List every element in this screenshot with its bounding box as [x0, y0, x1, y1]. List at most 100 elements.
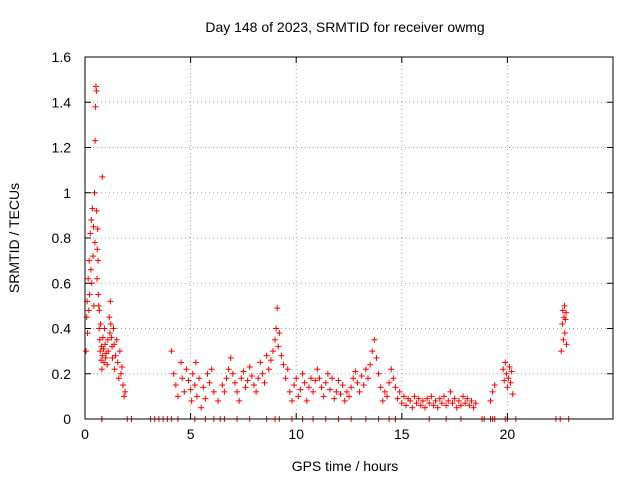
data-point — [559, 320, 566, 327]
data-point — [295, 393, 302, 400]
data-point — [284, 366, 291, 373]
data-point — [202, 395, 209, 402]
data-point — [470, 404, 477, 411]
data-point — [354, 379, 361, 386]
data-point — [95, 302, 102, 309]
data-point — [297, 386, 304, 393]
data-point — [507, 379, 514, 386]
data-point — [358, 373, 365, 380]
data-point — [341, 397, 348, 404]
data-point — [91, 189, 98, 196]
axis-ticks — [84, 56, 613, 420]
data-point — [436, 395, 443, 402]
data-point — [350, 375, 357, 382]
data-point — [117, 370, 124, 377]
data-point — [466, 402, 473, 409]
data-point — [400, 393, 407, 400]
data-point — [181, 388, 188, 395]
data-point — [472, 400, 479, 407]
data-point — [430, 402, 437, 409]
data-point — [312, 377, 319, 384]
grid — [85, 57, 613, 419]
data-point — [219, 382, 226, 389]
data-point — [449, 400, 456, 407]
data-point — [413, 400, 420, 407]
data-point — [339, 382, 346, 389]
data-point — [116, 348, 123, 355]
data-point — [97, 320, 104, 327]
data-point — [432, 397, 439, 404]
data-point — [96, 336, 103, 343]
data-point — [419, 397, 426, 404]
data-point — [375, 370, 382, 377]
data-point — [231, 379, 238, 386]
data-point — [221, 388, 228, 395]
data-point — [113, 336, 120, 343]
data-point — [411, 393, 418, 400]
data-point — [111, 341, 118, 348]
data-point — [229, 370, 236, 377]
data-point — [329, 375, 336, 382]
data-point — [379, 397, 386, 404]
data-point — [273, 325, 280, 332]
data-point — [188, 397, 195, 404]
y-tick-labels: 0 0.2 0.4 0.6 0.8 1 1.2 1.4 1.6 — [52, 49, 72, 427]
data-point — [85, 307, 92, 314]
data-point — [278, 352, 285, 359]
data-point — [360, 382, 367, 389]
data-point — [269, 348, 276, 355]
data-point — [255, 375, 262, 382]
data-point — [106, 314, 113, 321]
data-point — [86, 257, 93, 264]
data-point — [204, 370, 211, 377]
data-point — [114, 359, 121, 366]
data-point — [301, 379, 308, 386]
data-point — [508, 368, 515, 375]
data-point — [120, 382, 127, 389]
data-point — [282, 375, 289, 382]
data-point — [403, 402, 410, 409]
data-point — [242, 384, 249, 391]
data-point — [110, 325, 117, 332]
y-tick-label: 0 — [63, 411, 71, 427]
data-point — [189, 370, 196, 377]
data-point — [447, 388, 454, 395]
data-point — [506, 363, 513, 370]
data-point — [491, 382, 498, 389]
data-point — [303, 397, 310, 404]
data-point — [192, 359, 199, 366]
data-point — [299, 370, 306, 377]
data-point — [348, 384, 355, 391]
data-point — [377, 384, 384, 391]
data-point — [253, 388, 260, 395]
data-point — [415, 395, 422, 402]
data-point — [105, 348, 112, 355]
data-point — [93, 207, 100, 214]
data-point — [407, 397, 414, 404]
data-point — [417, 402, 424, 409]
data-point — [369, 348, 376, 355]
y-tick-label: 1.6 — [52, 49, 72, 65]
data-point — [87, 230, 94, 237]
y-axis-label: SRMTID / TECUs — [6, 183, 22, 293]
data-point — [443, 402, 450, 409]
data-point — [561, 302, 568, 309]
data-point — [468, 397, 475, 404]
data-point — [88, 216, 95, 223]
data-point — [101, 325, 108, 332]
data-point — [178, 359, 185, 366]
y-tick-label: 1 — [63, 185, 71, 201]
data-point — [356, 388, 363, 395]
data-point — [352, 368, 359, 375]
data-point — [90, 253, 97, 260]
data-point — [215, 397, 222, 404]
data-point — [172, 382, 179, 389]
data-point — [101, 359, 108, 366]
data-point — [390, 375, 397, 382]
data-point — [236, 397, 243, 404]
data-point — [91, 239, 98, 246]
data-point — [559, 307, 566, 314]
data-point — [109, 354, 116, 361]
data-point — [107, 298, 114, 305]
data-point — [367, 361, 374, 368]
